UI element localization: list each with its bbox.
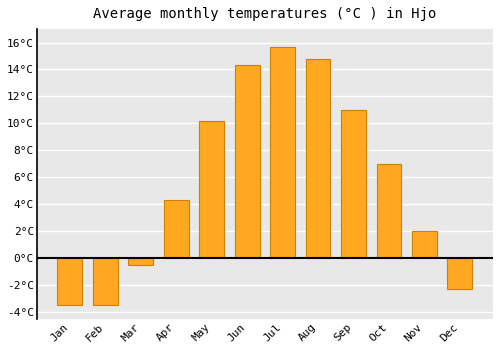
Bar — [164, 200, 188, 258]
Title: Average monthly temperatures (°C ) in Hjo: Average monthly temperatures (°C ) in Hj… — [93, 7, 436, 21]
Bar — [270, 47, 295, 258]
Bar — [58, 258, 82, 306]
Bar — [341, 110, 366, 258]
Bar — [412, 231, 437, 258]
Bar — [376, 164, 402, 258]
Bar — [448, 258, 472, 289]
Bar — [93, 258, 118, 306]
Bar — [235, 65, 260, 258]
Bar — [306, 59, 330, 258]
Bar — [128, 258, 153, 265]
Bar — [200, 121, 224, 258]
